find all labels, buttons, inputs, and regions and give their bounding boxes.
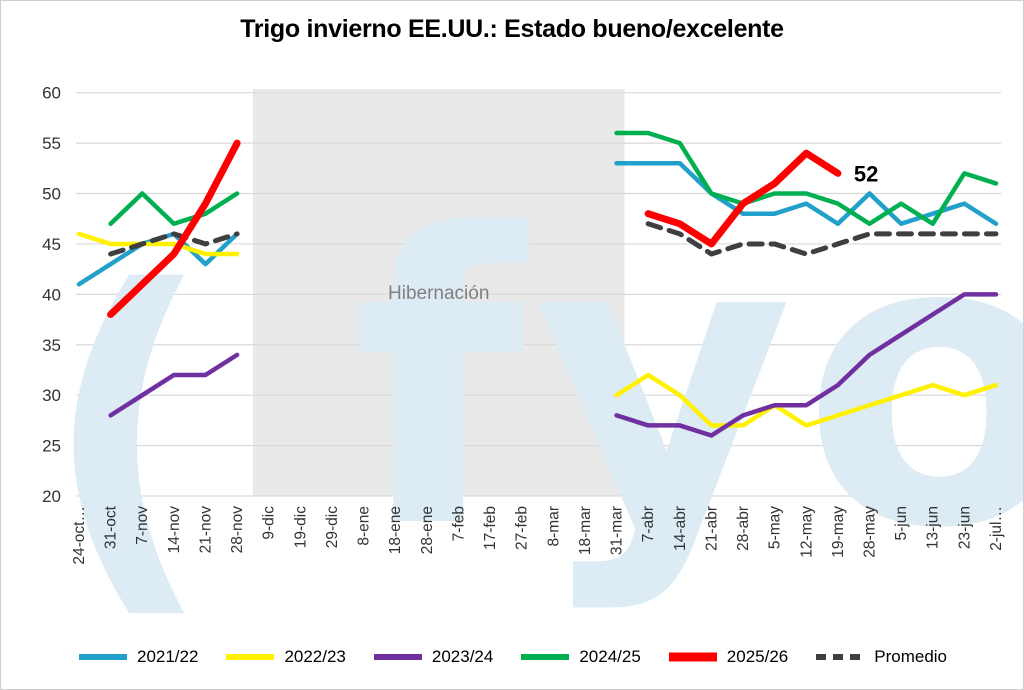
legend-label: 2025/26 [726, 647, 789, 666]
x-tick-label: 27-feb [514, 506, 531, 550]
series-line-2022-23 [614, 372, 999, 428]
x-tick-label: 28-ene [419, 506, 436, 554]
legend-swatch [226, 654, 275, 660]
y-tick-label: 35 [42, 336, 61, 355]
x-tick-label: 19-dic [292, 506, 309, 548]
series-line-2021-22 [614, 161, 999, 227]
y-tick-label: 20 [42, 487, 61, 506]
x-tick-label: 23-jun [956, 506, 973, 549]
series-line-2025-26 [107, 139, 241, 319]
legend-swatch [373, 654, 422, 660]
x-tick-label: 8-mar [545, 506, 562, 546]
series-line-2023-24 [108, 352, 240, 418]
legend-swatch [668, 652, 717, 662]
legend-item-promedio: Promedio [814, 647, 947, 667]
series-line-2025-26 [644, 149, 842, 248]
x-tick-label: 7-abr [640, 506, 657, 542]
x-tick-label: 7-nov [134, 506, 151, 545]
x-tick-label: 19-may [830, 506, 847, 558]
x-tick-label: 5-may [767, 506, 784, 549]
x-tick-label: 31-mar [609, 506, 626, 555]
x-tick-label: 9-dic [261, 506, 278, 540]
y-tick-label: 60 [42, 84, 61, 103]
legend-swatch [521, 654, 570, 660]
x-tick-label: 28-nov [229, 506, 246, 554]
legend-item-2024-25: 2024/25 [519, 647, 641, 667]
x-tick-label: 13-jun [925, 506, 942, 549]
legend-item-2022-23: 2022/23 [224, 647, 346, 667]
x-tick-label: 24-oct… [71, 506, 88, 565]
fyo-watermark-paren: ( [41, 210, 215, 653]
legend-swatch [816, 654, 865, 660]
hibernation-label: Hibernación [388, 283, 489, 304]
legend-swatch [78, 654, 127, 660]
x-tick-label: 21-nov [197, 506, 214, 554]
y-tick-label: 45 [42, 235, 61, 254]
x-tick-label: 5-jun [893, 506, 910, 540]
series-line-2022-23 [76, 231, 240, 257]
y-tick-label: 30 [42, 386, 61, 405]
x-tick-label: 28-may [862, 506, 879, 558]
x-tick-label: 14-abr [672, 506, 689, 551]
legend-item-2025-26: 2025/26 [667, 647, 788, 667]
legend-label: 2024/25 [579, 647, 641, 666]
y-tick-label: 50 [42, 185, 61, 204]
series-line-promedio [645, 221, 999, 257]
x-tick-label: 2-jul… [988, 506, 1005, 551]
series-line-2024-25 [614, 130, 999, 227]
series-line-2024-25 [108, 191, 240, 227]
legend-label: 2021/22 [136, 647, 199, 666]
x-tick-label: 8-ene [356, 506, 373, 546]
legend-label: 2023/24 [431, 647, 494, 666]
y-tick-label: 40 [42, 285, 61, 304]
chart-legend: 2021/22 2022/23 2023/24 2024/25 2025/26 Prome… [1, 637, 1023, 677]
hibernation-region [252, 89, 625, 496]
value-annotation: 52 [854, 161, 878, 186]
x-tick-label: 28-abr [735, 506, 752, 551]
y-tick-label: 25 [42, 437, 61, 456]
legend-label: Promedio [874, 647, 948, 666]
chart-title: Trigo invierno EE.UU.: Estado bueno/exce… [240, 15, 784, 43]
legend-item-2023-24: 2023/24 [372, 647, 493, 667]
legend-label: 2022/23 [284, 647, 346, 666]
x-tick-label: 12-may [798, 506, 815, 558]
x-tick-label: 17-feb [482, 506, 499, 550]
x-tick-label: 18-ene [387, 506, 404, 554]
x-tick-label: 21-abr [703, 506, 720, 551]
x-tick-label: 29-dic [324, 506, 341, 548]
x-tick-label: 31-oct [103, 505, 120, 549]
x-tick-label: 14-nov [166, 506, 183, 554]
series-line-2023-24 [614, 292, 999, 438]
x-tick-label: 18-mar [577, 506, 594, 555]
legend-item-2021-22: 2021/22 [77, 647, 198, 667]
x-tick-label: 7-feb [450, 506, 467, 541]
y-tick-label: 55 [42, 134, 61, 153]
series-line-promedio [108, 231, 240, 257]
